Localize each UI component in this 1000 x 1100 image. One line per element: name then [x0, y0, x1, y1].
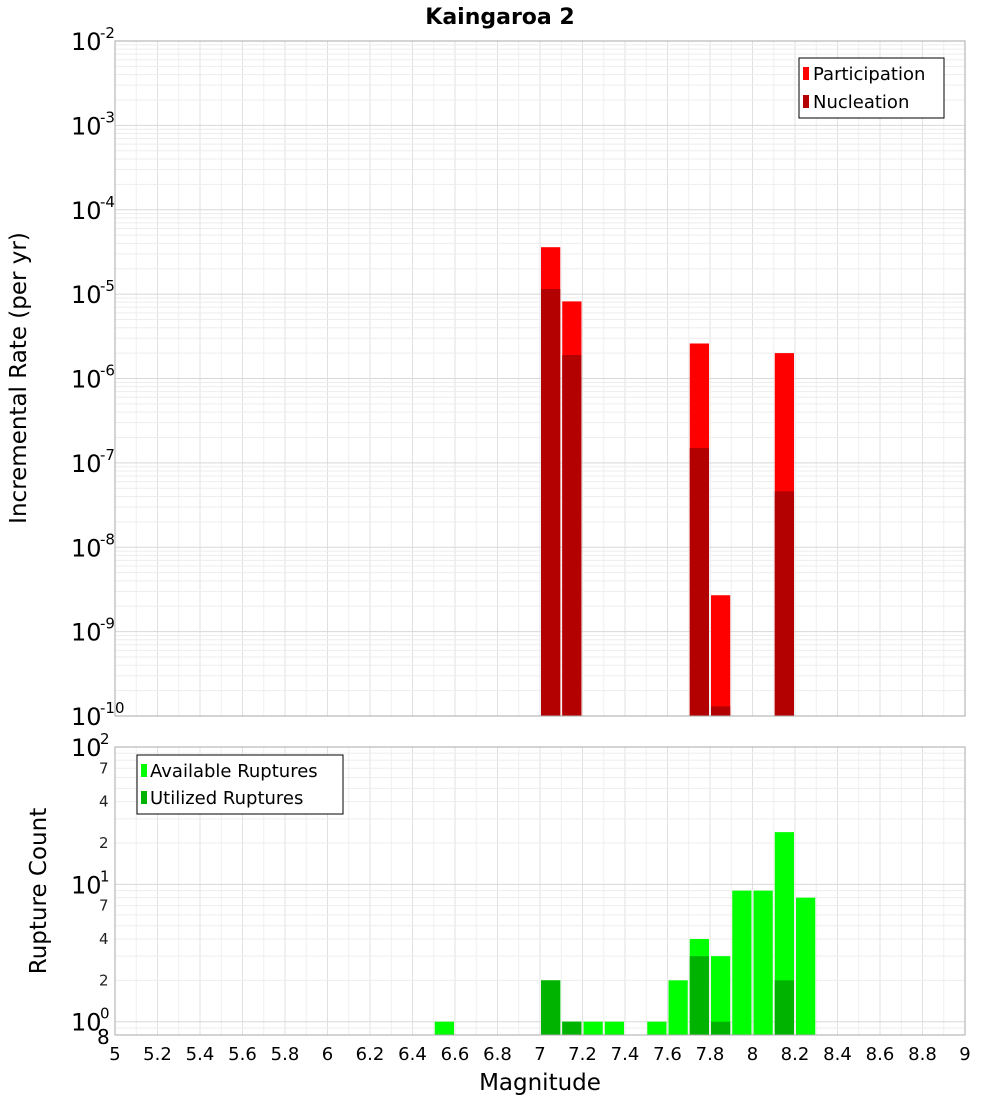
y-tick-exponent: -10	[100, 699, 125, 717]
y-minor-tick-label: 8	[97, 1025, 110, 1049]
x-tick-label: 7.6	[653, 1044, 682, 1065]
y-tick-exponent: -8	[100, 530, 115, 548]
y-tick-label: 10	[71, 366, 102, 394]
x-tick-label: 5.2	[143, 1044, 172, 1065]
x-tick-label: 6.4	[398, 1044, 427, 1065]
available-ruptures-bar	[732, 890, 752, 1035]
y-tick-exponent: -3	[100, 108, 115, 126]
nucleation-bar	[711, 706, 731, 716]
y-tick-exponent: 0	[100, 1005, 110, 1023]
y-tick-label: 10	[71, 112, 102, 140]
available-ruptures-bar	[711, 956, 731, 1035]
bottom-y-axis-label: Rupture Count	[26, 808, 52, 974]
available-ruptures-bar	[583, 1021, 603, 1035]
available-ruptures-bar	[604, 1021, 624, 1035]
x-tick-label: 7.4	[611, 1044, 640, 1065]
x-tick-label: 5.8	[271, 1044, 300, 1065]
x-tick-label: 7	[534, 1044, 545, 1065]
utilized-ruptures-bar	[711, 1021, 731, 1035]
y-minor-tick-label: 4	[99, 930, 109, 948]
available-ruptures-bar	[647, 1021, 667, 1035]
available-ruptures-legend-label: Available Ruptures	[150, 761, 318, 782]
x-tick-label: 5.4	[186, 1044, 215, 1065]
x-tick-label: 6.2	[356, 1044, 385, 1065]
y-tick-exponent: 2	[100, 730, 110, 748]
y-tick-exponent: -6	[100, 362, 115, 380]
x-tick-label: 8	[747, 1044, 758, 1065]
bottom-plot-bars	[434, 832, 816, 1035]
y-minor-tick-label: 7	[99, 759, 109, 777]
y-minor-tick-label: 7	[99, 897, 109, 915]
x-tick-labels: 5 5.2 5.4 5.6 5.8 6 6.2 6.4 6.6 6.8 7 7.2 7.4 7.6 7.8 8…	[109, 1044, 970, 1065]
y-tick-label: 10	[71, 28, 102, 56]
bottom-legend: Available Ruptures Utilized Ruptures	[136, 754, 344, 815]
utilized-ruptures-bar	[689, 956, 709, 1035]
x-tick-label: 8.8	[908, 1044, 937, 1065]
available-ruptures-bar	[434, 1021, 454, 1035]
utilized-ruptures-legend-swatch	[141, 791, 147, 804]
y-tick-exponent: -9	[100, 615, 115, 633]
x-tick-label: 6	[322, 1044, 333, 1065]
nucleation-legend-label: Nucleation	[813, 92, 909, 113]
nucleation-bar	[689, 448, 709, 716]
x-tick-label: 9	[959, 1044, 970, 1065]
chart-title: Kaingaroa 2	[425, 5, 574, 30]
nucleation-bar	[541, 289, 561, 716]
y-tick-label: 10	[71, 450, 102, 478]
nucleation-bar	[774, 491, 794, 716]
x-tick-label: 5	[109, 1044, 120, 1065]
x-tick-label: 8.6	[866, 1044, 895, 1065]
bottom-plot-frame	[114, 746, 966, 1036]
y-tick-label: 10	[71, 534, 102, 562]
y-tick-label: 10	[71, 1009, 102, 1037]
available-ruptures-legend-swatch	[141, 764, 147, 777]
top-y-axis-label: Incremental Rate (per yr)	[6, 232, 32, 524]
nucleation-bar	[562, 354, 582, 716]
y-tick-exponent: 1	[100, 867, 110, 885]
utilized-ruptures-bar	[774, 980, 794, 1035]
available-ruptures-bar	[668, 980, 688, 1035]
x-tick-label: 5.6	[228, 1044, 257, 1065]
y-tick-label: 10	[71, 871, 102, 899]
available-ruptures-bar	[753, 890, 773, 1035]
y-tick-label: 10	[71, 703, 102, 731]
available-ruptures-bar	[796, 897, 816, 1035]
participation-legend-label: Participation	[813, 64, 925, 85]
y-tick-label: 10	[71, 281, 102, 309]
top-legend-box	[798, 57, 945, 119]
bottom-legend-box	[136, 754, 344, 815]
top-legend: Participation Nucleation	[798, 57, 945, 119]
y-minor-tick-label: 2	[99, 834, 109, 852]
utilized-ruptures-bar	[562, 1021, 582, 1035]
y-minor-tick-label: 2	[99, 971, 109, 989]
x-tick-label: 6.6	[441, 1044, 470, 1065]
y-tick-exponent: -2	[100, 24, 115, 42]
y-tick-exponent: -7	[100, 446, 115, 464]
utilized-ruptures-legend-label: Utilized Ruptures	[150, 788, 303, 809]
x-tick-label: 8.4	[823, 1044, 852, 1065]
y-tick-exponent: -5	[100, 277, 115, 295]
nucleation-legend-swatch	[803, 95, 809, 108]
top-plot-bars	[541, 247, 794, 716]
x-tick-label: 7.2	[568, 1044, 597, 1065]
top-plot-frame	[114, 40, 966, 717]
y-tick-label: 10	[71, 734, 102, 762]
y-tick-label: 10	[71, 197, 102, 225]
y-tick-exponent: -4	[100, 193, 115, 211]
participation-legend-swatch	[803, 67, 809, 80]
y-minor-tick-label: 4	[99, 793, 109, 811]
x-tick-label: 8.2	[781, 1044, 810, 1065]
x-tick-label: 7.8	[696, 1044, 725, 1065]
top-plot-gridlines	[114, 40, 966, 717]
y-tick-label: 10	[71, 619, 102, 647]
x-axis-label: Magnitude	[479, 1070, 601, 1096]
participation-bar	[711, 595, 731, 716]
x-tick-label: 6.8	[483, 1044, 512, 1065]
utilized-ruptures-bar	[541, 980, 561, 1035]
